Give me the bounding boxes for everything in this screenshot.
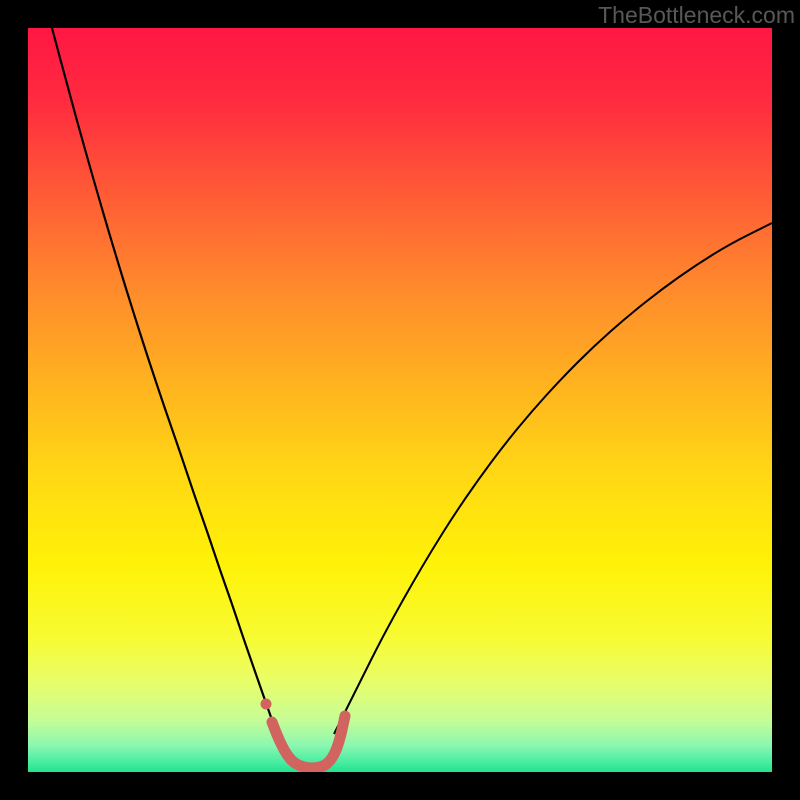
- left-dot: [261, 699, 272, 710]
- left-curve: [52, 28, 277, 734]
- curve-layer: [28, 28, 772, 772]
- watermark-text: TheBottleneck.com: [598, 2, 795, 29]
- plot-area: [28, 28, 772, 772]
- valley-thick: [272, 716, 345, 768]
- right-curve: [334, 223, 772, 734]
